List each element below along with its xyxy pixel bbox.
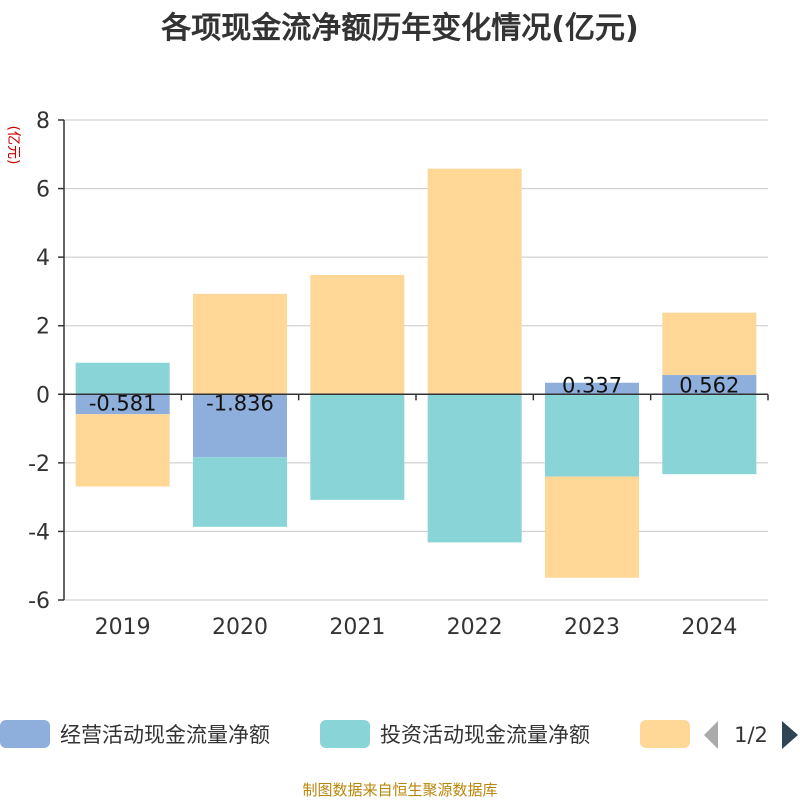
bar-2022-series-2 bbox=[427, 394, 522, 543]
legend-prev-page-icon[interactable] bbox=[704, 721, 718, 749]
data-labels: -0.581 -1.836 0.337 0.562 bbox=[89, 373, 740, 415]
bar-2020-series-3 bbox=[193, 293, 287, 395]
axes: 8 6 4 2 0 -2 -4 -6 2019 2020 2021 2022 2023 2024 bbox=[28, 109, 769, 640]
data-source-note: 制图数据来自恒生聚源数据库 bbox=[302, 781, 497, 799]
y-axis-unit: (亿元) bbox=[5, 126, 21, 165]
bar-2024-series-3 bbox=[662, 312, 757, 376]
data-label-2019: -0.581 bbox=[89, 391, 157, 415]
bar-2023-series-3 bbox=[545, 476, 639, 578]
data-label-2023: 0.337 bbox=[562, 373, 622, 397]
bar-2022-series-3 bbox=[427, 168, 522, 395]
y-tick-label: 8 bbox=[36, 109, 50, 134]
chart-title: 各项现金流净额历年变化情况(亿元) bbox=[160, 11, 638, 46]
bar-2020-series-2 bbox=[193, 457, 287, 527]
legend-page-indicator: 1/2 bbox=[734, 723, 768, 747]
bar-2019-series-2 bbox=[75, 362, 170, 395]
data-label-2020: -1.836 bbox=[206, 391, 274, 415]
x-tick-label-2022: 2022 bbox=[447, 615, 503, 640]
x-tick-label-2020: 2020 bbox=[212, 615, 268, 640]
legend-swatch-1[interactable] bbox=[0, 720, 50, 748]
bar-2021-series-2 bbox=[310, 394, 405, 500]
legend-swatch-3[interactable] bbox=[640, 720, 690, 748]
x-tick-label-2023: 2023 bbox=[564, 615, 620, 640]
data-label-2024: 0.562 bbox=[679, 373, 739, 397]
legend-next-page-icon[interactable] bbox=[782, 721, 798, 749]
legend-swatch-2[interactable] bbox=[320, 720, 370, 748]
grid-lines bbox=[64, 119, 768, 601]
legend: 经营活动现金流量净额 投资活动现金流量净额 1/2 bbox=[0, 720, 798, 749]
bar-2019-series-3 bbox=[75, 414, 170, 487]
bar-2024-series-2 bbox=[662, 394, 757, 475]
bar-2023-series-2 bbox=[545, 394, 639, 477]
bar-2020-series-1 bbox=[193, 394, 287, 458]
legend-label-2[interactable]: 投资活动现金流量净额 bbox=[380, 723, 590, 747]
bar-2021-series-3 bbox=[310, 274, 405, 395]
legend-label-1[interactable]: 经营活动现金流量净额 bbox=[60, 723, 270, 747]
y-tick-label: -2 bbox=[28, 452, 50, 477]
bars bbox=[75, 168, 757, 578]
y-tick-label: 2 bbox=[36, 315, 50, 340]
y-tick-label: 0 bbox=[36, 383, 50, 408]
x-tick-label-2024: 2024 bbox=[681, 615, 737, 640]
y-tick-label: 6 bbox=[36, 178, 50, 203]
bar-2019-series-1 bbox=[75, 394, 170, 415]
bar-2024-series-1 bbox=[662, 375, 757, 395]
x-tick-label-2021: 2021 bbox=[329, 615, 385, 640]
x-tick-label-2019: 2019 bbox=[95, 615, 151, 640]
y-tick-label: -6 bbox=[28, 589, 50, 614]
bar-2023-series-1 bbox=[545, 382, 639, 395]
y-tick-label: -4 bbox=[28, 520, 50, 545]
y-tick-label: 4 bbox=[36, 246, 50, 271]
